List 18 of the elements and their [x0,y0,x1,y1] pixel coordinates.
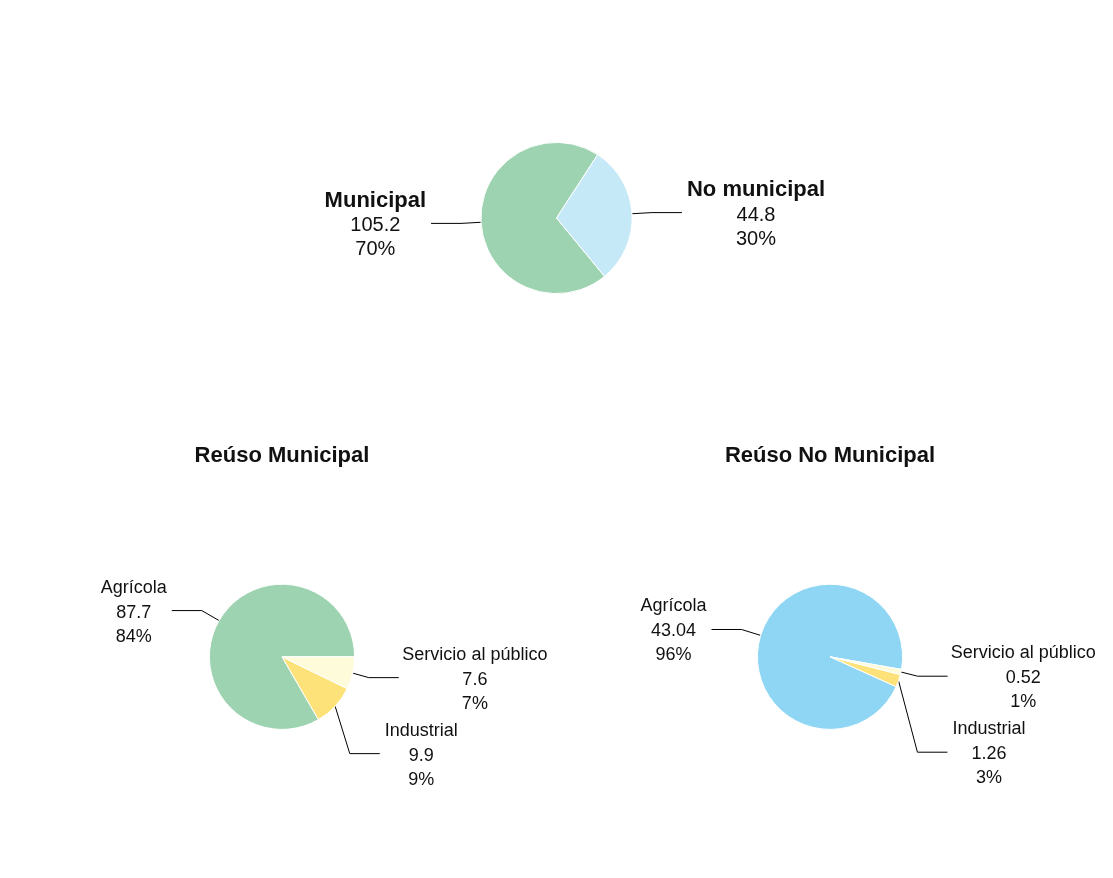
slice-label: Agrícola [100,576,168,597]
slice-label: Servicio al público [402,643,548,664]
slice-label: Industrial [952,718,1026,739]
data-label: 43.04 96% [650,620,697,665]
slice-label: Servicio al público [950,642,1096,663]
slice-label: Industrial [384,719,458,740]
slice-label: Agrícola [640,595,708,616]
slice-label: No municipal [686,176,826,202]
data-label: 7.6 7% [461,668,488,713]
data-label: 9.9 9% [408,744,435,789]
chart-title: Reúso Municipal [194,441,370,467]
chart-title: Reúso No Municipal [724,441,936,467]
data-label: 87.7 84% [115,601,152,646]
data-label: 1.26 3% [971,743,1007,788]
slice-label: Municipal [324,186,427,212]
data-label: 44.8 30% [735,202,777,249]
data-label: 0.52 1% [1005,667,1041,712]
data-label: 105.2 70% [350,213,401,260]
